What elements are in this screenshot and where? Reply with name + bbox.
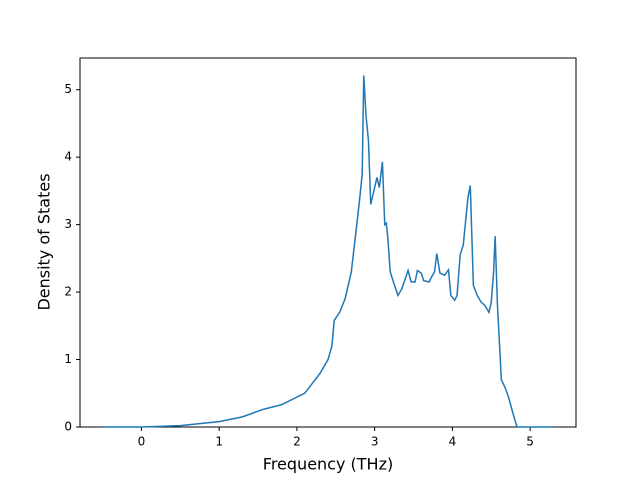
x-tick-label: 2	[293, 435, 301, 449]
y-tick-label: 4	[64, 150, 72, 164]
y-tick-label: 3	[64, 217, 72, 231]
x-tick-label: 1	[215, 435, 223, 449]
x-tick-label: 3	[371, 435, 379, 449]
dos-line	[102, 75, 554, 428]
x-tick-label: 4	[449, 435, 457, 449]
y-tick-label: 5	[64, 82, 72, 96]
plot-frame	[79, 57, 577, 428]
x-tick-label: 0	[138, 435, 146, 449]
y-tick-label: 2	[64, 285, 72, 299]
x-axis-label: Frequency (THz)	[263, 455, 393, 474]
y-tick-label: 0	[64, 420, 72, 434]
y-axis-label: Density of States	[35, 173, 54, 310]
y-tick-label: 1	[64, 352, 72, 366]
x-tick-label: 5	[526, 435, 534, 449]
